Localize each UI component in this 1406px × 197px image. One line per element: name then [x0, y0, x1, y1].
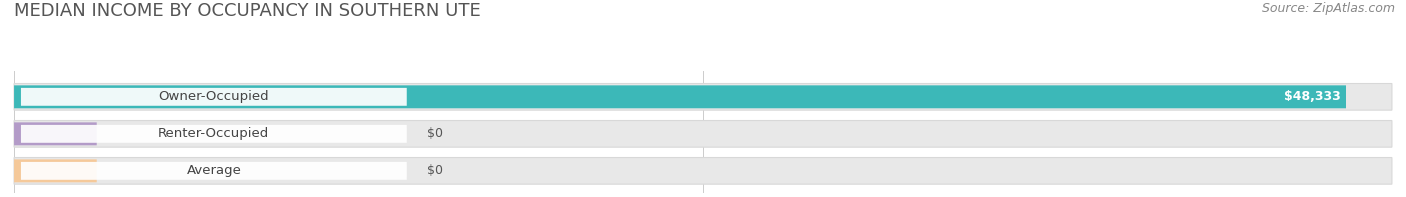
FancyBboxPatch shape [21, 88, 406, 106]
FancyBboxPatch shape [14, 85, 1346, 108]
Text: Average: Average [187, 164, 242, 177]
Text: Owner-Occupied: Owner-Occupied [159, 90, 269, 103]
Text: Source: ZipAtlas.com: Source: ZipAtlas.com [1261, 2, 1395, 15]
FancyBboxPatch shape [14, 121, 1392, 147]
Text: $0: $0 [427, 127, 443, 140]
FancyBboxPatch shape [21, 125, 406, 143]
FancyBboxPatch shape [14, 122, 97, 145]
Text: MEDIAN INCOME BY OCCUPANCY IN SOUTHERN UTE: MEDIAN INCOME BY OCCUPANCY IN SOUTHERN U… [14, 2, 481, 20]
FancyBboxPatch shape [21, 162, 406, 180]
Text: Renter-Occupied: Renter-Occupied [159, 127, 270, 140]
Text: $48,333: $48,333 [1284, 90, 1340, 103]
FancyBboxPatch shape [14, 158, 1392, 184]
FancyBboxPatch shape [14, 159, 97, 182]
Text: $0: $0 [427, 164, 443, 177]
FancyBboxPatch shape [14, 84, 1392, 110]
